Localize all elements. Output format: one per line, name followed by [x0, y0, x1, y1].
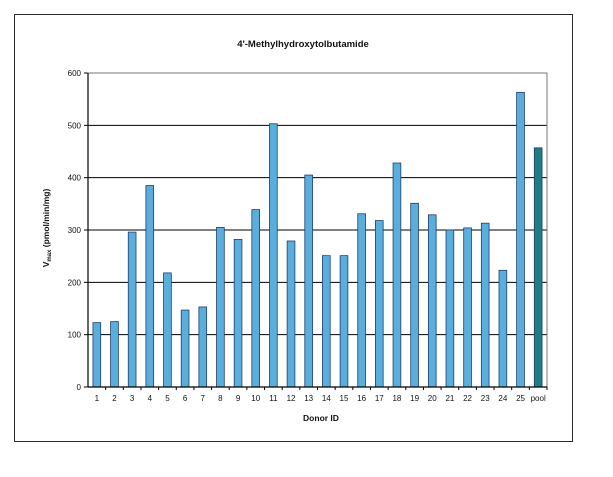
y-tick-label: 100: [68, 331, 82, 340]
bar-donor-4: [145, 185, 155, 388]
chart-title: 4'-Methylhydroxytolbutamide: [237, 39, 369, 50]
gridlines: [88, 72, 547, 336]
x-tick-label: 5: [165, 394, 170, 403]
y-axis-title: Vmax (pmol/min/mg): [41, 189, 53, 268]
bar-donor-8: [216, 226, 225, 388]
bar-donor-3: [127, 231, 137, 388]
y-tick-label: 200: [68, 278, 82, 287]
x-tick-label: 18: [392, 394, 401, 403]
x-tick-label: 14: [322, 394, 331, 403]
bar-donor-19: [410, 202, 419, 388]
bar-donor-21: [445, 229, 455, 388]
bar-donor-23: [480, 222, 490, 388]
bar-donor-17: [374, 220, 384, 388]
y-axis-title-suffix: (pmol/min/mg): [41, 189, 51, 250]
bar-donor-7: [198, 306, 208, 388]
x-tick-label: 10: [251, 394, 260, 403]
x-tick-label: 17: [375, 394, 384, 403]
x-tick-label: 6: [183, 394, 188, 403]
x-tick-label: 19: [410, 394, 419, 403]
x-tick-label: 4: [148, 394, 153, 403]
bar-donor-2: [110, 321, 119, 388]
x-tick-label: 23: [481, 394, 490, 403]
bar-donor-12: [286, 240, 296, 388]
bar-donor-14: [322, 255, 331, 388]
x-axis-title: Donor ID: [303, 413, 339, 423]
y-tick-label: 300: [68, 226, 82, 235]
y-tick-label: 0: [77, 383, 82, 392]
bar-donor-10: [251, 209, 261, 388]
bar-donor-13: [304, 174, 313, 388]
bar-donor-6: [180, 309, 190, 388]
bar-donor-25: [516, 91, 525, 388]
y-tick-label: 500: [68, 121, 82, 130]
x-tick-label: 24: [498, 394, 507, 403]
x-tick-label: 2: [112, 394, 117, 403]
bar-donor-20: [427, 214, 437, 388]
x-tick-label: 25: [516, 394, 525, 403]
bar-donor-11: [269, 123, 278, 388]
y-axis-title-subscript: max: [47, 249, 53, 262]
x-tick-label: 9: [236, 394, 241, 403]
x-tick-label: 1: [95, 394, 100, 403]
bar-donor-18: [392, 162, 402, 388]
bar-donor-16: [357, 213, 366, 388]
x-tick-label: 16: [357, 394, 366, 403]
x-tick-label: 8: [218, 394, 223, 403]
y-tick-label: 400: [68, 174, 82, 183]
y-tick-labels: 0 100 200 300 400 500 600: [68, 69, 82, 392]
x-tick-label: 11: [269, 394, 278, 403]
x-tick-label: pool: [531, 394, 546, 403]
x-tick-label: 22: [463, 394, 472, 403]
x-tick-label: 12: [287, 394, 296, 403]
bar-donor-15: [339, 255, 349, 388]
y-tick-label: 600: [68, 69, 82, 78]
bar-donor-5: [163, 272, 172, 388]
x-tick-label: 21: [445, 394, 454, 403]
y-axis-title-prefix: V: [41, 261, 51, 267]
bar-chart: 4'-Methylhydroxytolbutamide 010020030040…: [41, 39, 548, 423]
bar-donor-9: [233, 239, 243, 388]
axes: [84, 72, 548, 390]
bars: [92, 91, 543, 388]
x-tick-label: 3: [130, 394, 135, 403]
x-tick-label: 7: [201, 394, 206, 403]
x-tick-labels: 1 2 3 4 5 6 7 8 9 10 11 12 13 14 15 16 17 18 19 20 21 22 23 24 2…: [95, 394, 546, 403]
bar-donor-24: [498, 269, 508, 388]
bar-donor-1: [92, 322, 102, 388]
bar-pool: [533, 147, 543, 388]
x-tick-label: 15: [340, 394, 349, 403]
x-tick-label: 20: [428, 394, 437, 403]
bar-donor-22: [463, 227, 472, 388]
x-tick-label: 13: [304, 394, 313, 403]
chart-frame: 4'-Methylhydroxytolbutamide 0 100 200 300 40…: [14, 14, 573, 442]
